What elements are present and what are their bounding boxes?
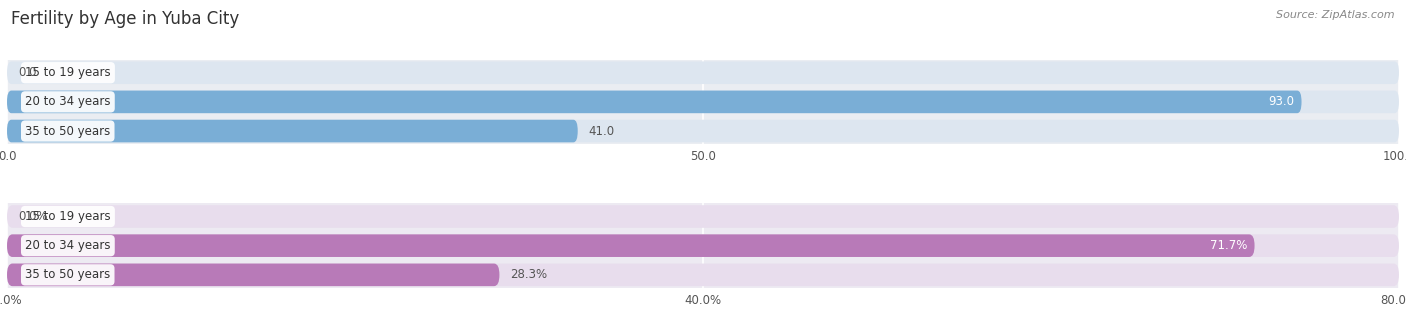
Text: 20 to 34 years: 20 to 34 years <box>25 239 111 252</box>
FancyBboxPatch shape <box>7 120 1399 142</box>
FancyBboxPatch shape <box>7 205 1399 228</box>
Text: Fertility by Age in Yuba City: Fertility by Age in Yuba City <box>11 10 239 28</box>
Text: Source: ZipAtlas.com: Source: ZipAtlas.com <box>1277 10 1395 20</box>
Text: 28.3%: 28.3% <box>510 268 548 281</box>
FancyBboxPatch shape <box>7 91 1302 113</box>
Text: 35 to 50 years: 35 to 50 years <box>25 124 111 138</box>
Text: 41.0: 41.0 <box>589 124 614 138</box>
Text: 93.0: 93.0 <box>1268 95 1295 108</box>
Text: 0.0%: 0.0% <box>18 210 48 223</box>
Text: 0.0: 0.0 <box>18 66 37 79</box>
FancyBboxPatch shape <box>7 263 499 286</box>
FancyBboxPatch shape <box>7 120 578 142</box>
FancyBboxPatch shape <box>7 234 1399 257</box>
Text: 20 to 34 years: 20 to 34 years <box>25 95 111 108</box>
FancyBboxPatch shape <box>7 91 1399 113</box>
Text: 15 to 19 years: 15 to 19 years <box>25 210 111 223</box>
FancyBboxPatch shape <box>7 263 1399 286</box>
Text: 15 to 19 years: 15 to 19 years <box>25 66 111 79</box>
FancyBboxPatch shape <box>7 234 1254 257</box>
Text: 35 to 50 years: 35 to 50 years <box>25 268 111 281</box>
Text: 71.7%: 71.7% <box>1211 239 1247 252</box>
FancyBboxPatch shape <box>7 62 1399 84</box>
